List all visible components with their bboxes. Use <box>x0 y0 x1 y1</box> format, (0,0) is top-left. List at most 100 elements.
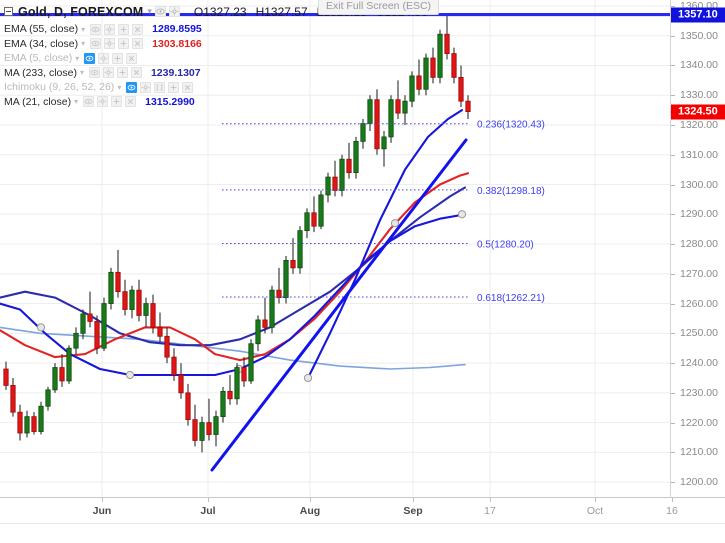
page-title[interactable]: Gold, D, FOREXCOM <box>18 4 144 19</box>
chevron-down-icon[interactable]: ▾ <box>117 82 122 92</box>
price-tick-label: 1220.00 <box>671 417 725 429</box>
gear-icon[interactable] <box>168 6 180 17</box>
plus-icon[interactable] <box>116 67 128 79</box>
gear-icon[interactable] <box>97 96 109 108</box>
plus-icon[interactable] <box>112 52 124 64</box>
price-tick-label: 1350.00 <box>671 30 725 42</box>
candle-body <box>353 140 359 174</box>
candle-body <box>192 419 198 441</box>
eye-icon[interactable] <box>84 52 96 64</box>
legend-value: 1315.2990 <box>145 95 195 108</box>
candle-body <box>262 319 268 328</box>
candle-body <box>255 319 261 345</box>
ma233-line <box>0 186 467 347</box>
chevron-down-icon[interactable]: ▾ <box>74 97 79 107</box>
plus-icon[interactable] <box>111 96 123 108</box>
legend-row[interactable]: Ichimoku (9, 26, 52, 26) ▾ <box>4 80 202 95</box>
chart-canvas[interactable]: 0.236(1320.43) 0.382(1298.18) 0.5(1280.20)… <box>0 0 670 497</box>
line-drag-handle[interactable] <box>125 370 135 380</box>
candle-body <box>157 326 163 337</box>
uptrend-line[interactable] <box>210 138 468 472</box>
line-drag-handle[interactable] <box>457 210 467 219</box>
close-icon[interactable] <box>182 81 194 93</box>
chevron-down-icon[interactable]: ▾ <box>81 24 86 34</box>
fib-level-label: 0.236(1320.43) <box>477 120 545 131</box>
gear-icon[interactable] <box>104 38 116 50</box>
eye-icon[interactable] <box>83 96 95 108</box>
time-axis[interactable]: Jun Jul Aug Sep 17 Oct 16 <box>0 497 725 523</box>
gear-icon[interactable] <box>140 81 152 93</box>
minus-box-icon[interactable] <box>4 7 13 16</box>
time-tick-label: Oct <box>586 505 604 517</box>
close-icon[interactable] <box>132 38 144 50</box>
chevron-down-icon[interactable]: ▾ <box>147 6 152 16</box>
candle-body <box>234 367 240 400</box>
eye-icon[interactable] <box>88 67 100 79</box>
legend-row[interactable]: EMA (55, close) ▾ 1289.8595 <box>4 22 202 37</box>
price-tick-label: 1280.00 <box>671 238 725 250</box>
time-tick-label: 16 <box>666 505 678 517</box>
plus-icon[interactable] <box>168 81 180 93</box>
price-tick-label: 1330.00 <box>671 89 725 101</box>
legend-row[interactable]: EMA (5, close) ▾ <box>4 51 202 66</box>
plus-icon[interactable] <box>118 38 130 50</box>
ma21-line <box>0 326 466 370</box>
legend-row[interactable]: MA (233, close) ▾ 1239.1307 <box>4 66 202 81</box>
candle-body <box>290 260 296 269</box>
chevron-down-icon[interactable]: ▾ <box>75 53 80 63</box>
line-drag-handle[interactable] <box>36 323 46 332</box>
legend-row[interactable]: MA (21, close) ▾ 1315.2990 <box>4 95 202 110</box>
candle-body <box>241 367 247 382</box>
price-tick-label: 1290.00 <box>671 208 725 220</box>
price-tick-label: 1360.00 <box>671 0 725 12</box>
close-icon[interactable] <box>125 96 137 108</box>
gear-icon[interactable] <box>102 67 114 79</box>
price-tick-label: 1310.00 <box>671 149 725 161</box>
plus-icon[interactable] <box>118 23 130 35</box>
candle-body <box>45 389 51 407</box>
chart-plot-area[interactable]: 0.236(1320.43) 0.382(1298.18) 0.5(1280.20)… <box>0 0 670 497</box>
legend-indicator-name: EMA (34, close) <box>4 37 79 50</box>
candle-body <box>38 405 44 432</box>
candle-body <box>409 75 415 102</box>
line-drag-handle[interactable] <box>303 373 313 383</box>
candle-body <box>346 158 352 174</box>
candle-body <box>248 343 254 382</box>
close-icon[interactable] <box>126 52 138 64</box>
price-axis[interactable]: 1360.00 1350.00 1340.00 1330.00 1320.00 1310.… <box>670 0 725 497</box>
brackets-icon[interactable] <box>154 81 166 93</box>
candle-body <box>367 99 373 124</box>
legend-icon-group <box>81 52 138 64</box>
bottom-padding <box>0 523 725 543</box>
time-tick-mark <box>102 498 103 502</box>
legend-indicator-name: Ichimoku (9, 26, 52, 26) <box>4 81 115 94</box>
legend-icon-group <box>87 38 144 50</box>
candle-body <box>269 289 275 328</box>
candle-body <box>360 123 366 142</box>
close-icon[interactable] <box>132 23 144 35</box>
candle-body <box>178 374 184 394</box>
price-tick-label: 1260.00 <box>671 298 725 310</box>
candle-body <box>143 303 149 316</box>
line-drag-handle[interactable] <box>390 219 400 228</box>
fib-level-label: 0.382(1298.18) <box>477 186 545 197</box>
legend-row[interactable]: EMA (34, close) ▾ 1303.8166 <box>4 37 202 52</box>
eye-icon[interactable] <box>90 23 102 35</box>
ema55-line-price[interactable]: 1357.10 <box>671 7 725 23</box>
candle-body <box>185 392 191 421</box>
gear-icon[interactable] <box>104 23 116 35</box>
eye-icon[interactable] <box>126 81 138 93</box>
gear-icon[interactable] <box>98 52 110 64</box>
eye-icon[interactable] <box>154 6 166 17</box>
candle-body <box>430 57 436 78</box>
chevron-down-icon[interactable]: ▾ <box>81 39 86 49</box>
eye-icon[interactable] <box>90 38 102 50</box>
candle-body <box>66 347 72 382</box>
candle-body <box>458 76 464 102</box>
chevron-down-icon[interactable]: ▾ <box>79 68 84 78</box>
candle-body <box>206 422 212 435</box>
time-tick-mark <box>490 498 491 502</box>
close-icon[interactable] <box>130 67 142 79</box>
last-price[interactable]: 1324.50 <box>671 104 725 120</box>
